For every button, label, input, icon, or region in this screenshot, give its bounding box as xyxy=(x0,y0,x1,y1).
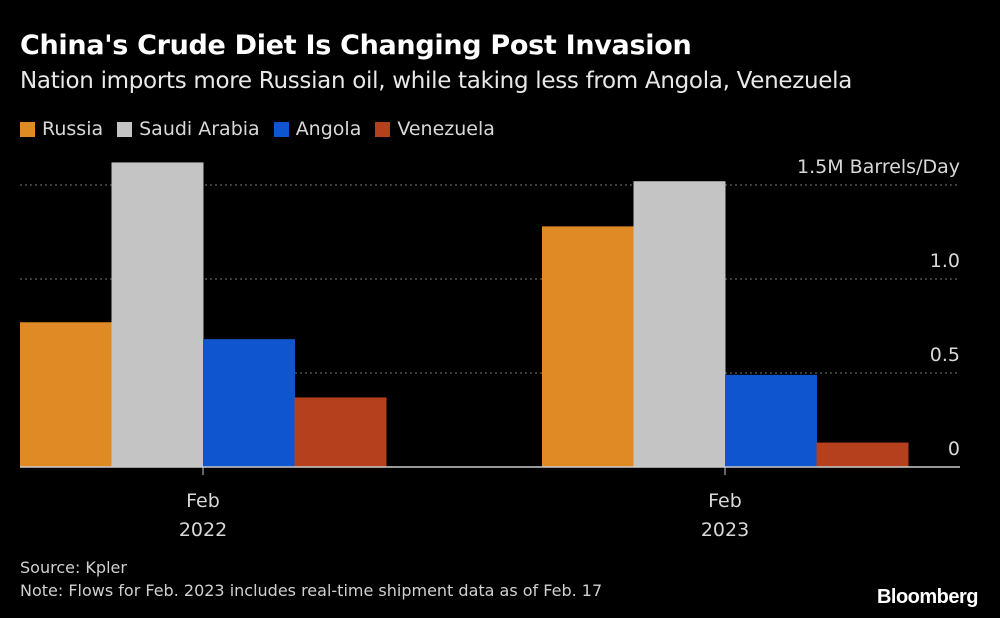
legend: Russia Saudi Arabia Angola Venezuela xyxy=(20,118,495,140)
legend-item: Saudi Arabia xyxy=(117,118,260,140)
y-tick-label: 1.0 xyxy=(930,250,960,272)
source-note: Source: Kpler xyxy=(20,558,127,577)
bar-venezuela xyxy=(816,442,909,467)
chart-title: China's Crude Diet Is Changing Post Inva… xyxy=(20,30,692,61)
legend-label: Venezuela xyxy=(397,118,495,140)
bar-saudi-arabia xyxy=(111,162,204,467)
footnote: Note: Flows for Feb. 2023 includes real-… xyxy=(20,581,603,600)
legend-label: Saudi Arabia xyxy=(139,118,260,140)
y-tick-label: 1.5M Barrels/Day xyxy=(797,156,960,178)
y-tick-label: 0.5 xyxy=(930,344,960,366)
bar-russia xyxy=(542,226,634,467)
legend-label: Russia xyxy=(42,118,104,140)
legend-swatch xyxy=(375,121,391,137)
legend-swatch xyxy=(117,121,133,137)
bar-angola xyxy=(203,339,295,467)
bar-saudi-arabia xyxy=(633,181,726,468)
legend-item: Russia xyxy=(20,118,103,140)
chart-subtitle: Nation imports more Russian oil, while t… xyxy=(20,68,853,94)
legend-label: Angola xyxy=(295,118,362,140)
bar-russia xyxy=(20,322,112,467)
x-tick-label: 2023 xyxy=(701,519,749,541)
legend-swatch xyxy=(20,121,35,137)
x-tick-label: Feb xyxy=(708,490,742,512)
bar-angola xyxy=(725,374,817,467)
legend-item: Venezuela xyxy=(375,118,495,140)
x-tick-label: 2022 xyxy=(179,519,227,541)
bloomberg-logo: Bloomberg xyxy=(876,586,979,608)
x-tick-label: Feb xyxy=(186,490,220,512)
bar-venezuela xyxy=(294,397,387,467)
y-tick-label: 0 xyxy=(948,438,960,460)
legend-swatch xyxy=(273,121,289,137)
legend-item: Angola xyxy=(273,118,362,140)
